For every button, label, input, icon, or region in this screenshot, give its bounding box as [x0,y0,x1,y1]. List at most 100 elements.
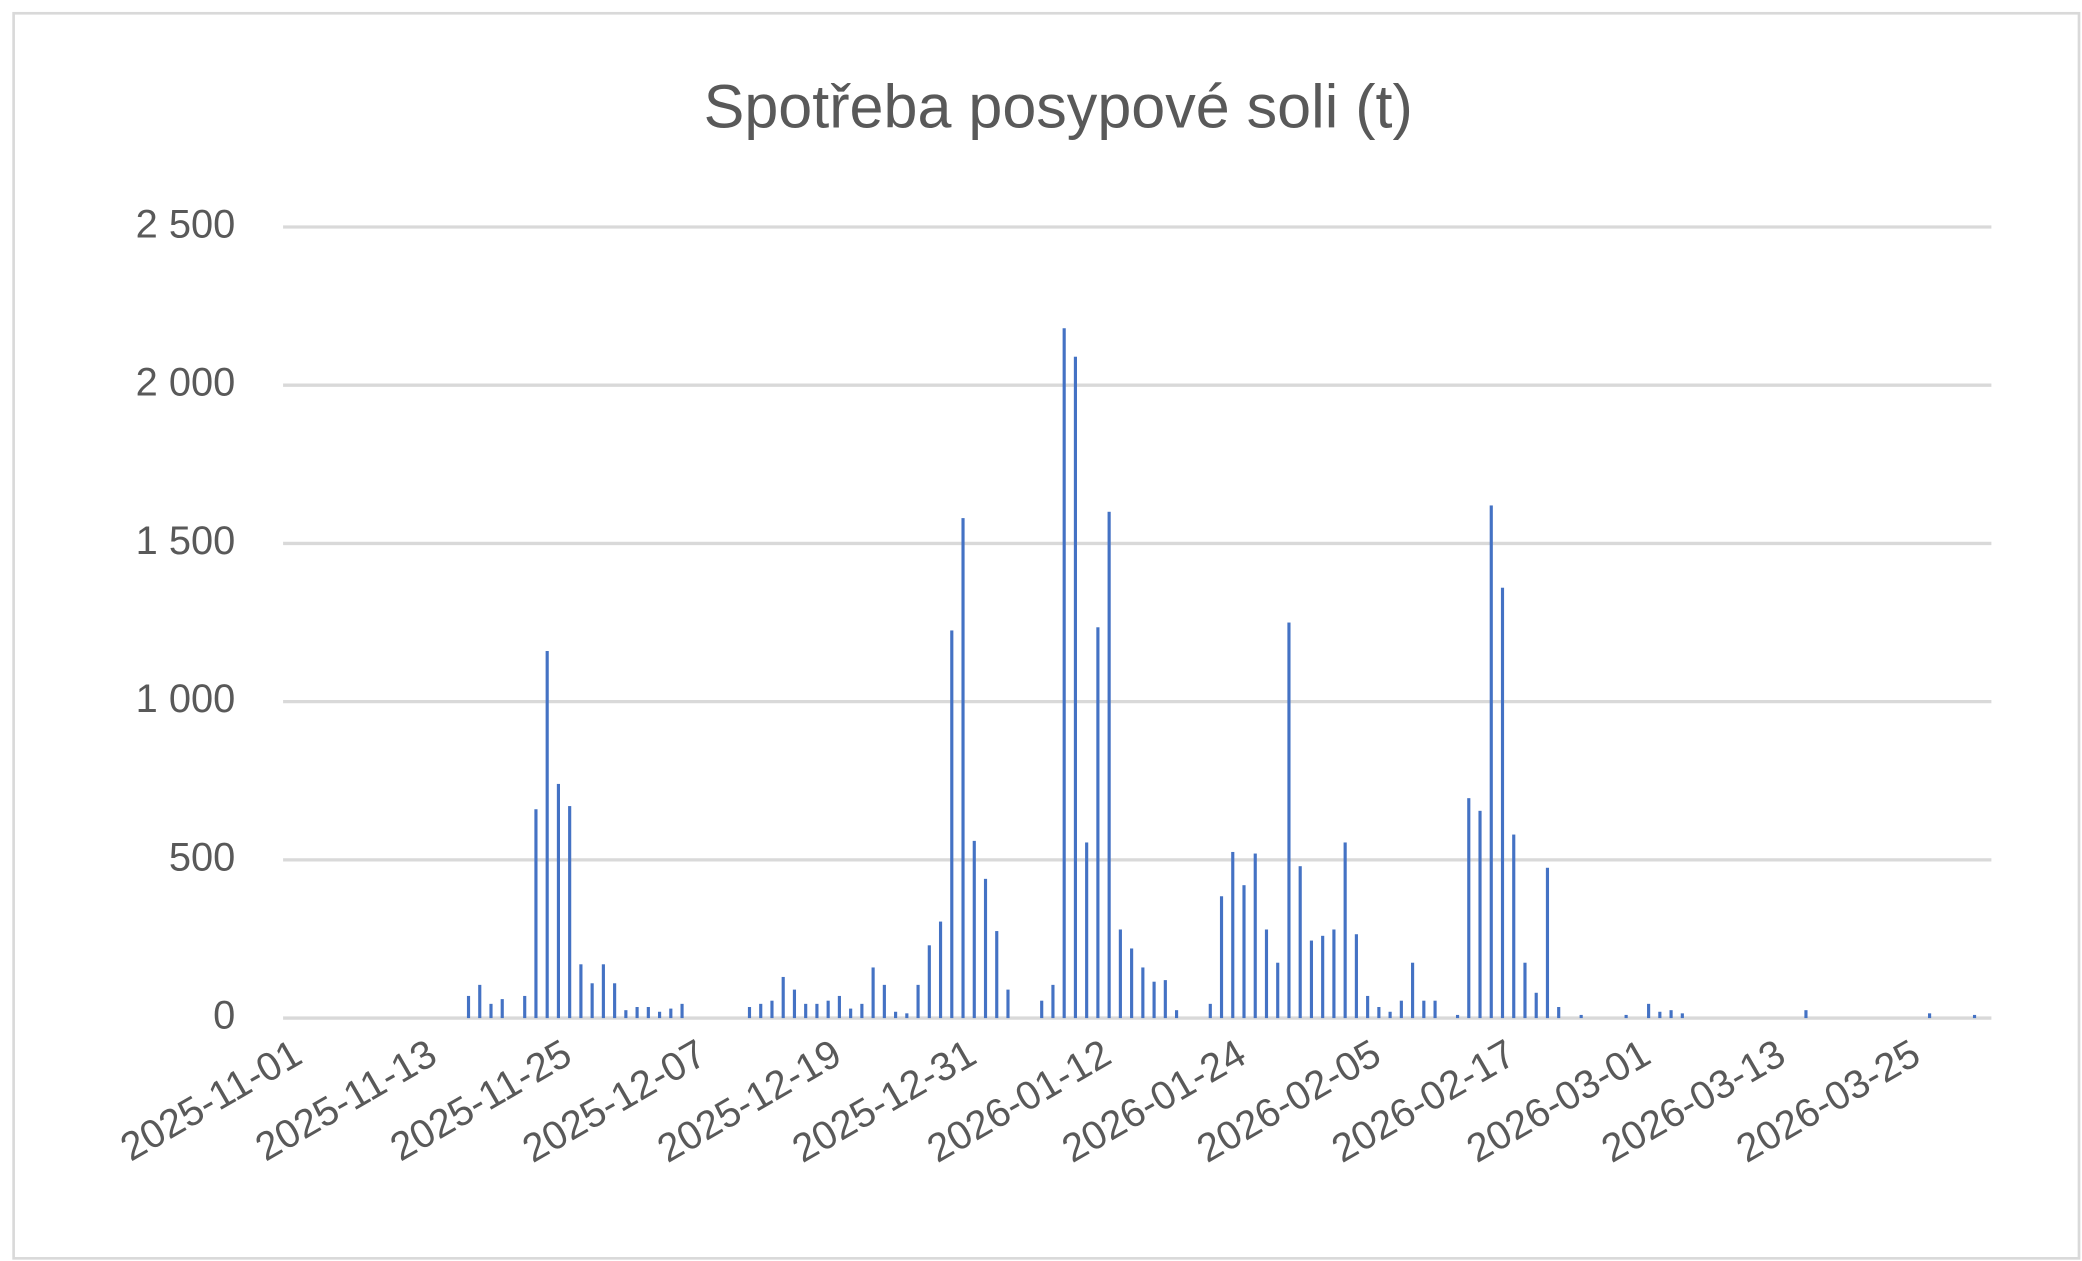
bar [1208,1003,1212,1019]
bar [1624,1014,1628,1019]
bar [950,630,954,1019]
bar [927,945,931,1019]
bar [635,1007,639,1019]
bar [1219,896,1224,1019]
bar [1972,1014,1977,1019]
bar [1455,1014,1460,1019]
bar [1118,929,1122,1019]
bar [579,964,583,1019]
bar [1321,935,1325,1019]
bar [489,1003,493,1019]
bar [1489,505,1493,1019]
bar [1085,842,1089,1019]
bar [1579,1014,1583,1019]
y-tick-label: 1 000 [136,677,236,721]
bar [759,1003,763,1019]
bar [1680,1013,1684,1019]
bar [1062,328,1066,1019]
bar [1276,962,1280,1019]
y-tick-label: 500 [169,835,235,879]
bar [894,1011,898,1019]
bar [1096,627,1100,1019]
y-tick-label: 0 [213,994,235,1038]
bar [1399,1000,1403,1019]
bar [1073,356,1077,1019]
bar [1174,1010,1179,1019]
bar [1523,962,1527,1019]
bar [646,1007,650,1019]
bar [590,983,594,1019]
bar [1040,1000,1044,1019]
bar [601,964,605,1019]
bar [1557,1007,1561,1019]
bar [781,976,785,1019]
bar [466,995,471,1019]
bar [500,999,504,1019]
bar [905,1013,909,1019]
bar [849,1008,853,1019]
bar [1669,1010,1673,1019]
bar [545,651,549,1019]
bar [1467,798,1471,1019]
bar [995,931,999,1019]
bar [815,1003,819,1019]
bar [1242,885,1246,1019]
bar [534,809,538,1019]
bar [916,984,920,1019]
bar [669,1008,673,1019]
bar [1231,851,1235,1019]
bar [1287,622,1291,1019]
bar [478,984,482,1019]
bar [871,967,875,1019]
bar [1253,853,1257,1019]
bar [1422,1000,1426,1019]
bar [1130,948,1134,1019]
bar [568,806,572,1019]
bar [1500,587,1505,1019]
bar [1377,1007,1381,1019]
bar [983,878,988,1019]
bar [1647,1003,1651,1019]
y-tick-label: 2 000 [136,361,236,405]
bar [938,921,943,1019]
bar [837,995,841,1019]
bar [1512,834,1516,1019]
bar [1804,1010,1808,1019]
bar [1051,984,1055,1019]
bar [747,1007,752,1019]
bar [1309,940,1314,1019]
y-tick-label: 2 500 [136,202,236,246]
bar [680,1003,684,1019]
bar [1411,962,1415,1019]
bar [658,1011,662,1019]
bar [826,1000,830,1019]
bar [1545,867,1550,1019]
bar [1006,989,1010,1019]
bar [770,1000,774,1019]
bar [1298,866,1302,1019]
bar [860,1003,864,1019]
bar [1163,980,1167,1019]
chart-title: Spotřeba posypové soli (t) [704,73,1413,141]
bar [1928,1013,1932,1019]
bar [1107,511,1111,1019]
bar [1343,842,1347,1019]
bar [613,983,617,1019]
bar [1534,992,1538,1019]
chart-frame [12,11,2081,1260]
bar [1658,1011,1662,1019]
bar [961,518,965,1019]
bar [1388,1011,1392,1019]
bar [804,1003,808,1019]
bar [523,995,527,1019]
bar [1152,981,1156,1019]
bar [1478,810,1482,1019]
bar [1366,995,1370,1019]
bar [972,840,976,1019]
bar [792,989,797,1019]
bar [1141,967,1145,1019]
bar [882,984,886,1019]
y-tick-label: 1 500 [136,519,236,563]
